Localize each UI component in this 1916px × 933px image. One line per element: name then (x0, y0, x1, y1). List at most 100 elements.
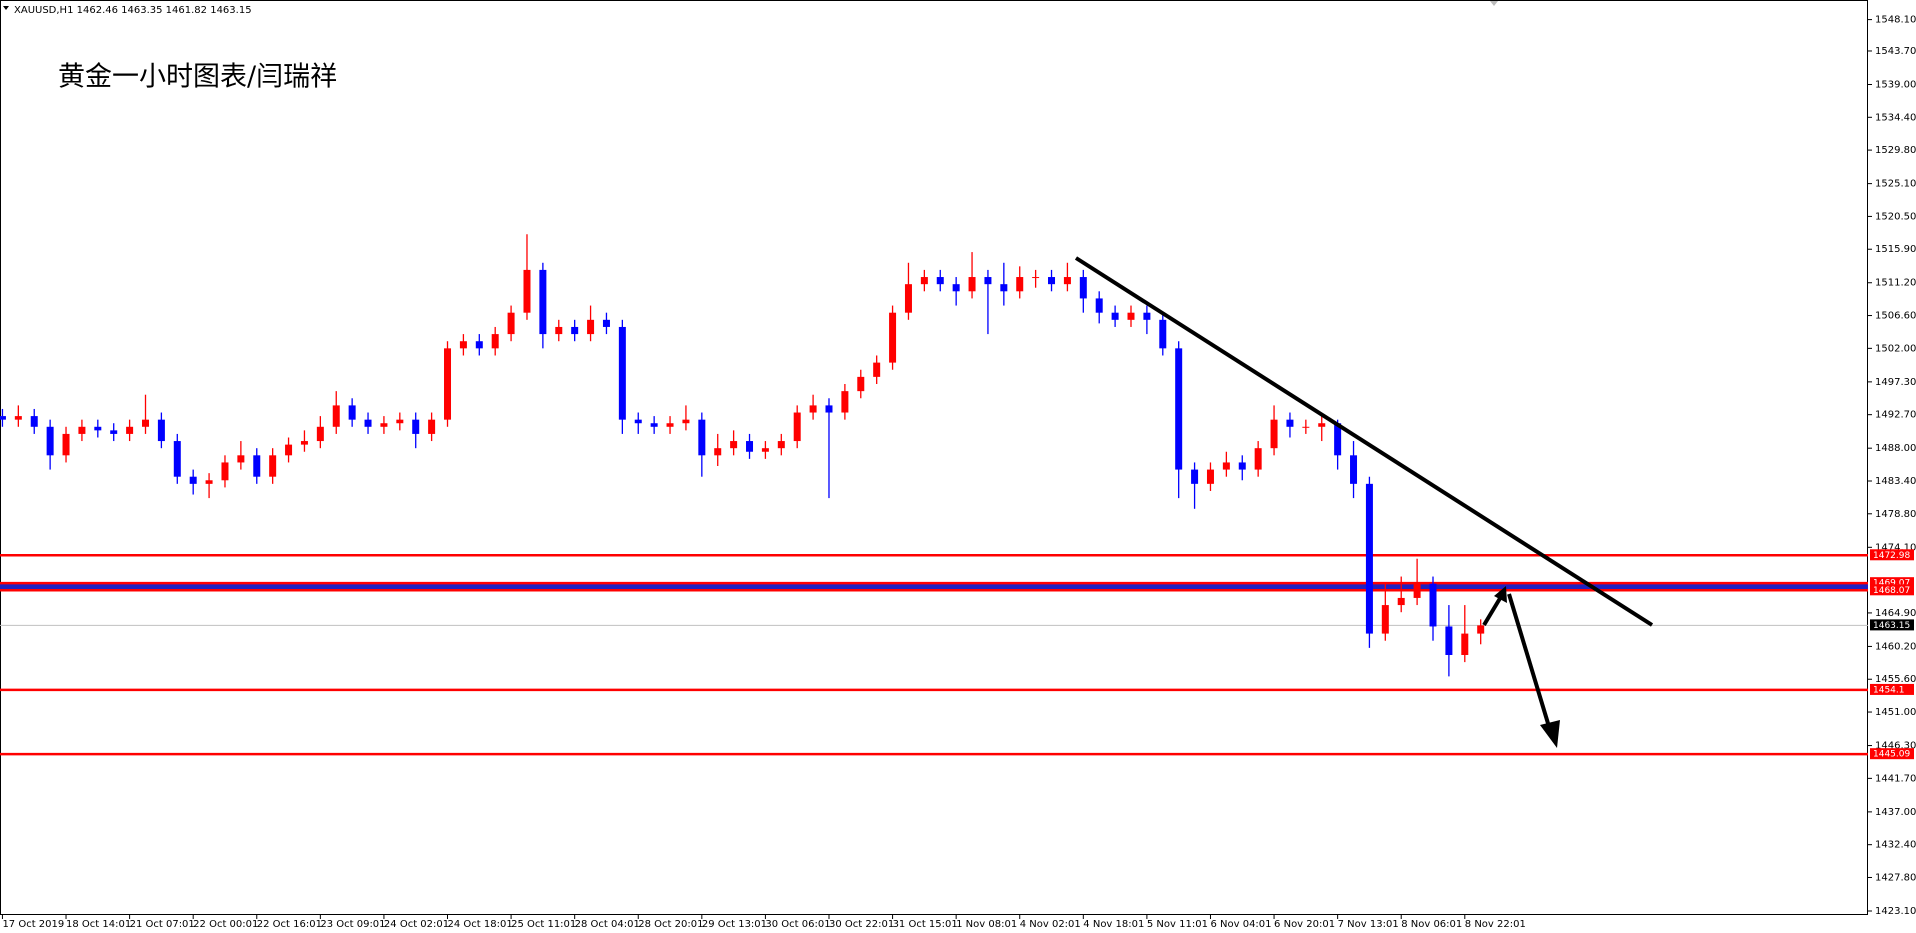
level-label: 1469.07 (1873, 579, 1910, 589)
candle-body (1095, 298, 1103, 313)
y-tick-label: 1525.10 (1875, 179, 1916, 190)
candle-body (364, 419, 372, 427)
level-label-box (1870, 683, 1914, 695)
y-tick-label: 1441.70 (1875, 773, 1916, 784)
candle-body (618, 326, 626, 420)
x-tick-label: 29 Oct 13:01 (702, 919, 767, 930)
candle-body (666, 423, 674, 427)
candle-body (920, 277, 928, 285)
y-tick-label: 1488.00 (1875, 443, 1916, 454)
x-tick-label: 18 Oct 14:01 (66, 919, 131, 930)
candle-body (412, 419, 420, 434)
x-tick-label: 5 Nov 11:01 (1147, 919, 1208, 930)
candle-body (1127, 312, 1135, 320)
candle-body (555, 326, 563, 335)
candle-body (396, 419, 404, 424)
candle-body (142, 419, 150, 427)
y-tick-label: 1506.60 (1875, 311, 1916, 322)
candle-body (0, 416, 6, 420)
candle-body (316, 426, 324, 442)
candle-body (682, 419, 690, 424)
level-band (0, 583, 1868, 591)
y-tick-label: 1497.30 (1875, 377, 1916, 388)
symbol-header: XAUUSD,H1 1462.46 1463.35 1461.82 1463.1… (14, 5, 252, 16)
candle-body (237, 455, 245, 463)
y-tick-label: 1529.80 (1875, 145, 1916, 156)
x-tick-label: 22 Oct 00:01 (193, 919, 258, 930)
candle-body (587, 319, 595, 335)
x-tick-label: 28 Oct 20:01 (638, 919, 703, 930)
candle-body (746, 441, 754, 452)
x-tick-label: 1 Nov 08:01 (956, 919, 1017, 930)
candle-body (1477, 625, 1485, 634)
candle-body (157, 419, 165, 442)
current-price-box (1870, 619, 1914, 631)
candle-body (221, 462, 229, 481)
x-tick-label: 28 Oct 04:01 (575, 919, 640, 930)
x-tick-label: 6 Nov 04:01 (1210, 919, 1271, 930)
arrow-up-shaft (1482, 593, 1504, 627)
y-tick-label: 1511.20 (1875, 278, 1916, 289)
candle-body (714, 448, 722, 456)
chart-title: 黄金一小时图表/闫瑞祥 (58, 62, 337, 93)
candle-body (1175, 348, 1183, 470)
x-tick-label: 21 Oct 07:01 (130, 919, 195, 930)
y-tick-label: 1427.80 (1875, 872, 1916, 883)
level-label-box (1870, 748, 1914, 760)
candle-body (1206, 469, 1214, 484)
candle-body (1000, 284, 1008, 292)
y-tick-label: 1423.10 (1875, 906, 1916, 917)
candle-body (62, 433, 70, 456)
y-tick-label: 1502.00 (1875, 343, 1916, 354)
x-tick-label: 17 Oct 2019 (2, 919, 64, 930)
candle-body (777, 441, 785, 449)
candle-body (189, 476, 197, 484)
candle-body (1111, 312, 1119, 320)
candle-body (809, 405, 817, 413)
x-tick-label: 6 Nov 20:01 (1274, 919, 1335, 930)
y-tick-label: 1520.50 (1875, 211, 1916, 222)
candle-body (761, 448, 769, 452)
candle-body (1350, 455, 1358, 484)
candle-body (1461, 633, 1469, 655)
candle-body (1222, 462, 1230, 470)
candle-body (1048, 277, 1056, 285)
candle-body (952, 284, 960, 292)
candle-body (1334, 423, 1342, 456)
candle-body (730, 441, 738, 449)
candle-body (634, 419, 642, 424)
candle-body (1159, 319, 1167, 349)
candle-body (1381, 605, 1389, 634)
y-tick-label: 1478.80 (1875, 509, 1916, 520)
y-tick-label: 1455.60 (1875, 674, 1916, 685)
x-tick-label: 25 Oct 11:01 (511, 919, 576, 930)
candle-body (1429, 583, 1437, 627)
y-tick-label: 1474.10 (1875, 542, 1916, 553)
level-label: 1468.07 (1873, 586, 1910, 596)
candle-body (1063, 277, 1071, 285)
current-price-label: 1463.15 (1873, 621, 1910, 631)
x-tick-label: 7 Nov 13:01 (1338, 919, 1399, 930)
candle-body (507, 312, 515, 335)
x-tick-label: 24 Oct 18:01 (448, 919, 513, 930)
candle-body (269, 455, 277, 477)
candle-body (475, 341, 483, 349)
x-tick-label: 31 Oct 15:01 (893, 919, 958, 930)
candle-body (1270, 419, 1278, 449)
candle-body (380, 423, 388, 427)
y-tick-label: 1548.10 (1875, 15, 1916, 26)
arrow-down-shaft (1507, 593, 1552, 731)
candle-body (968, 277, 976, 292)
y-tick-label: 1451.00 (1875, 707, 1916, 718)
candle-body (1191, 469, 1199, 484)
candle-body (1079, 277, 1087, 299)
candle-body (78, 426, 86, 434)
x-tick-label: 4 Nov 02:01 (1020, 919, 1081, 930)
level-label: 1472.98 (1873, 551, 1910, 561)
candle-body (1445, 626, 1453, 655)
candle-body (1413, 583, 1421, 598)
candle-body (523, 269, 531, 313)
plot: 1548.10 1543.70 1539.00 1534.40 1529.80 1525.… (0, 15, 1916, 930)
candle-body (459, 341, 467, 349)
